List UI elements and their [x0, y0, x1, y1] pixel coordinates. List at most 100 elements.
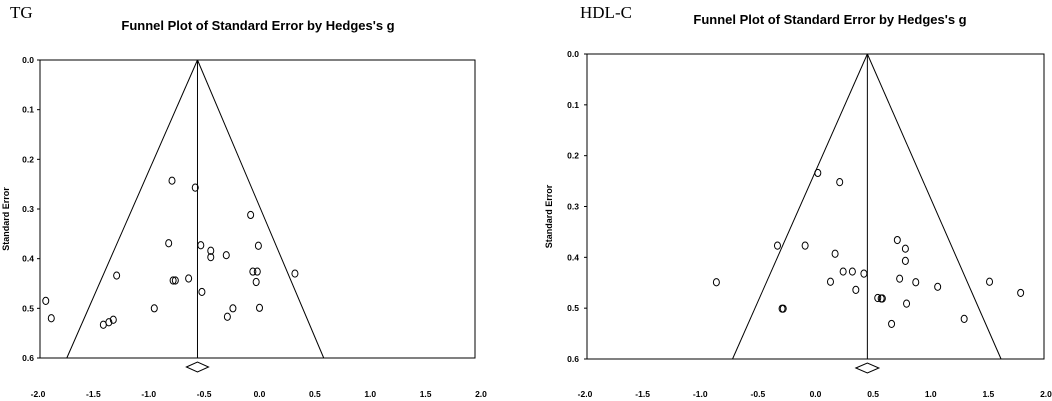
x-tick-label: 1.5: [982, 389, 994, 399]
study-point: [934, 282, 942, 291]
study-point: [197, 241, 205, 250]
y-tick-label: 0.3: [22, 204, 34, 214]
x-tick-label: 0.5: [867, 389, 879, 399]
x-tick-label: -0.5: [751, 389, 766, 399]
study-point: [801, 241, 809, 250]
study-point: [826, 277, 834, 286]
study-point: [254, 241, 262, 250]
funnel-panel-hdl-c: HDL-C Funnel Plot of Standard Error by He…: [544, 3, 1052, 399]
x-tick-label: -1.5: [635, 389, 650, 399]
study-point: [779, 304, 787, 313]
y-tick-label: 0.6: [22, 353, 34, 363]
x-tick-label: -1.0: [141, 389, 156, 399]
x-tick-label: 2.0: [1040, 389, 1052, 399]
funnel-right-line: [866, 53, 1002, 360]
study-point: [1017, 288, 1025, 298]
study-point: [831, 249, 839, 258]
study-point: [185, 274, 193, 283]
y-tick-label: 0.2: [22, 154, 34, 164]
study-point: [960, 314, 968, 323]
study-point: [839, 267, 847, 276]
y-tick-label: 0.5: [22, 303, 34, 313]
panel-label: HDL-C: [580, 3, 632, 22]
study-point: [198, 287, 206, 297]
x-tick-label: 0.0: [254, 389, 266, 399]
study-point: [109, 315, 117, 324]
study-point: [249, 267, 257, 276]
x-tick-label: -1.0: [693, 389, 708, 399]
study-point: [47, 314, 55, 323]
study-point: [852, 285, 860, 294]
y-tick-label: 0.5: [567, 303, 579, 313]
study-point: [912, 278, 920, 287]
study-point: [191, 183, 199, 192]
study-point: [874, 293, 882, 303]
x-tick-label: 0.5: [309, 389, 321, 399]
x-tick-label: 2.0: [475, 389, 487, 399]
y-tick-label: 0.6: [567, 354, 579, 364]
study-point: [113, 271, 121, 280]
x-tick-label: 0.0: [810, 389, 822, 399]
study-point: [888, 319, 896, 329]
study-point: [171, 276, 179, 285]
study-point: [256, 303, 263, 312]
study-point: [42, 296, 50, 305]
study-point: [712, 278, 720, 287]
plot-frame: [39, 59, 476, 359]
study-point: [986, 277, 994, 286]
chart-title: Funnel Plot of Standard Error by Hedges'…: [693, 12, 966, 27]
x-tick-label: -1.5: [86, 389, 101, 399]
y-tick-label: 0.0: [22, 55, 34, 65]
study-point: [207, 253, 215, 262]
study-point: [291, 269, 299, 278]
y-tick-label: 0.4: [22, 254, 34, 264]
study-point: [893, 235, 901, 245]
study-point: [836, 178, 844, 187]
y-tick-label: 0.0: [567, 49, 579, 59]
x-tick-label: 1.5: [420, 389, 432, 399]
study-point: [860, 269, 868, 278]
y-tick-label: 0.1: [22, 105, 34, 115]
study-point: [222, 251, 230, 260]
funnel-panel-tg: TG Funnel Plot of Standard Error by Hedge…: [1, 3, 487, 399]
study-point: [903, 299, 911, 308]
funnel-left-line: [732, 53, 868, 360]
summary-diamond: [185, 361, 210, 373]
study-point: [901, 256, 909, 265]
plot-frame: [586, 53, 1045, 360]
study-point: [896, 274, 904, 283]
y-axis-label: Standard Error: [1, 187, 11, 251]
study-point: [150, 304, 158, 313]
study-point: [223, 312, 231, 321]
study-point: [253, 267, 261, 276]
chart-title: Funnel Plot of Standard Error by Hedges'…: [121, 18, 394, 33]
y-tick-label: 0.4: [567, 252, 579, 262]
panel-label: TG: [10, 3, 33, 22]
y-tick-label: 0.1: [567, 100, 579, 110]
funnel-left-line: [66, 59, 198, 359]
study-point: [878, 294, 886, 303]
study-point: [169, 276, 177, 285]
x-tick-label: -2.0: [31, 389, 46, 399]
y-axis-label: Standard Error: [544, 184, 554, 248]
study-point: [229, 304, 237, 313]
study-point: [848, 267, 856, 276]
study-point: [207, 246, 215, 255]
x-tick-label: 1.0: [925, 389, 937, 399]
x-tick-label: -0.5: [197, 389, 212, 399]
y-tick-label: 0.2: [567, 151, 579, 161]
x-tick-label: -2.0: [578, 389, 593, 399]
study-point: [165, 239, 173, 248]
summary-diamond: [854, 362, 881, 374]
study-point: [247, 210, 255, 220]
study-point: [168, 176, 176, 185]
y-tick-label: 0.3: [567, 202, 579, 212]
study-point: [252, 277, 260, 287]
study-point: [773, 241, 781, 250]
study-point: [814, 168, 822, 178]
study-point: [901, 244, 909, 253]
x-tick-label: 1.0: [364, 389, 376, 399]
study-point: [105, 318, 113, 327]
funnel-right-line: [197, 59, 325, 359]
